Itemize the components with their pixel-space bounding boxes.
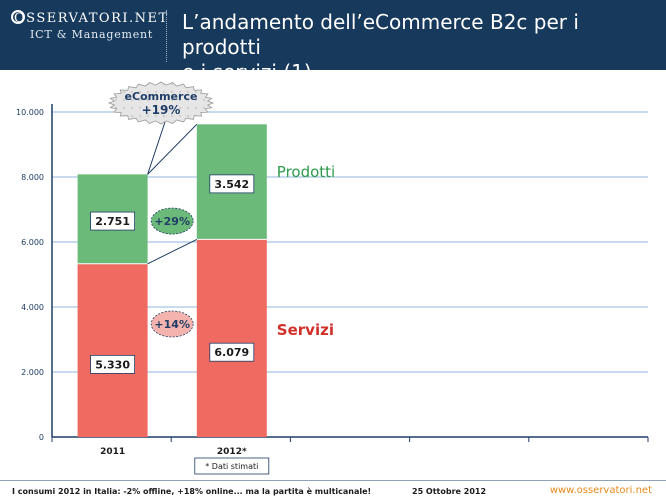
y-tick-label: 8.000 bbox=[21, 173, 44, 182]
series-label-prodotti: Prodotti bbox=[277, 163, 335, 181]
title-line-1: L’andamento dell’eCommerce B2c per i pro… bbox=[182, 10, 579, 59]
connector-total bbox=[147, 123, 198, 175]
series-label-servizi: Servizi bbox=[277, 321, 334, 339]
footer-date: 25 Ottobre 2012 bbox=[412, 487, 487, 496]
callout-ecommerce-growth: +19% bbox=[142, 103, 181, 117]
chart: 0 2.000 4.000 6.000 8.000 10.000 2011 2012* 2.7… bbox=[16, 81, 649, 475]
connector-callout bbox=[147, 121, 166, 175]
x-tick-label: 2012* bbox=[217, 447, 247, 457]
growth-label-servizi: +14% bbox=[154, 318, 190, 331]
footnote-text: * Dati stimati bbox=[205, 462, 258, 471]
footnote-box bbox=[194, 457, 270, 475]
title-line-2: e i servizi (1) bbox=[182, 60, 312, 84]
y-tick-label: 6.000 bbox=[21, 238, 44, 247]
x-tick-label: 2011 bbox=[100, 447, 125, 457]
value-label-servizi: 6.079 bbox=[214, 346, 249, 359]
header-bar: OSSERVATORI.NET ICT & Management L’andam… bbox=[0, 0, 666, 84]
growth-label-prodotti: +29% bbox=[154, 215, 190, 228]
bar-servizi-2012 bbox=[196, 239, 267, 437]
footer-url[interactable]: www.osservatori.net bbox=[549, 485, 652, 496]
footer-note: I consumi 2012 in Italia: -2% offline, +… bbox=[12, 487, 372, 496]
callout-ecommerce-label: eCommerce bbox=[125, 90, 198, 103]
footer: I consumi 2012 in Italia: -2% offline, +… bbox=[0, 480, 666, 504]
connector-servizi bbox=[147, 238, 198, 265]
value-label-prodotti: 2.751 bbox=[95, 215, 130, 228]
growth-oval-prodotti bbox=[150, 207, 194, 235]
logo-main-text: OSSERVATORI.NET bbox=[14, 11, 169, 26]
bar-servizi-2011 bbox=[77, 263, 148, 437]
value-label-prodotti: 3.542 bbox=[214, 178, 249, 191]
value-label-servizi: 5.330 bbox=[95, 358, 130, 371]
y-tick-label: 10.000 bbox=[16, 108, 44, 117]
y-tick-label: 0 bbox=[39, 433, 44, 442]
value-label-prodotti-box bbox=[90, 211, 135, 231]
value-label-servizi-box bbox=[90, 354, 135, 374]
growth-oval-servizi bbox=[150, 310, 194, 338]
logo-o-circle-icon bbox=[11, 10, 25, 24]
callout-burst-shape bbox=[107, 81, 215, 125]
value-label-servizi-box bbox=[209, 342, 255, 362]
header-divider bbox=[166, 10, 167, 62]
y-tick-label: 4.000 bbox=[21, 303, 44, 312]
logo-sub-text: ICT & Management bbox=[30, 28, 154, 41]
y-tick-label: 2.000 bbox=[21, 368, 44, 377]
slide-title: L’andamento dell’eCommerce B2c per i pro… bbox=[182, 10, 652, 85]
value-label-prodotti-box bbox=[209, 174, 255, 194]
